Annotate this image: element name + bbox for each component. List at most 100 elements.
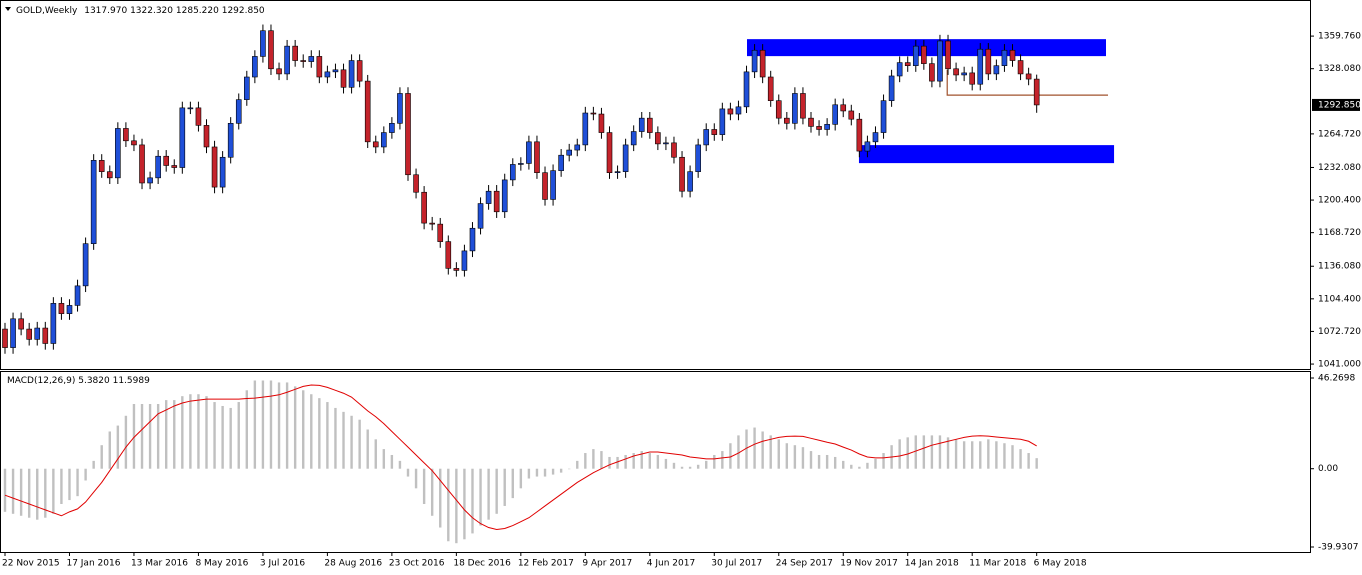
- macd-bar: [793, 445, 797, 469]
- candle-body: [332, 69, 339, 73]
- y-tick-label: 1104.400: [1318, 294, 1361, 304]
- candle-body: [566, 149, 573, 156]
- candle-body: [413, 174, 419, 193]
- candle-body: [727, 108, 734, 115]
- symbol: GOLD,Weekly: [16, 6, 78, 16]
- x-tick-label: 22 Nov 2015: [2, 559, 60, 569]
- candle-body: [542, 172, 548, 200]
- macd-bar: [906, 437, 909, 469]
- candle-body: [227, 123, 234, 158]
- macd-bar: [261, 380, 265, 469]
- candle-body: [26, 328, 32, 340]
- x-tick-label: 30 Jul 2017: [711, 559, 762, 569]
- macd-bar: [842, 460, 845, 469]
- signal-line: [4, 384, 1037, 530]
- candle-body: [945, 40, 951, 70]
- y-tick-label: 1264.720: [1318, 129, 1361, 139]
- macd-bar: [237, 402, 240, 469]
- macd-bar: [108, 431, 111, 469]
- candle-body: [679, 156, 685, 192]
- macd-bar: [705, 460, 708, 469]
- candle-body: [638, 117, 645, 132]
- macd-bar: [455, 468, 458, 544]
- candle-body: [179, 107, 186, 168]
- macd-bar: [1027, 453, 1030, 469]
- macd-bar: [696, 464, 700, 469]
- macd-name: MACD(12,26,9): [7, 376, 75, 386]
- candle-body: [735, 106, 742, 115]
- y-tick-label: 1041.000: [1318, 360, 1361, 370]
- macd-bar: [68, 468, 71, 501]
- candle-body: [574, 144, 581, 151]
- candle-body: [590, 112, 597, 115]
- macd-bar: [439, 468, 442, 528]
- macd-bar: [382, 449, 386, 469]
- last-price-tag: [1312, 98, 1360, 111]
- y-tick-label: 1232.080: [1318, 163, 1361, 173]
- candle-body: [372, 141, 379, 148]
- candle-body: [260, 30, 266, 57]
- candle-body: [356, 60, 363, 82]
- candle-body: [703, 129, 710, 146]
- candle-body: [985, 48, 992, 75]
- macd-bar: [124, 415, 128, 469]
- open-label: 1317.970: [84, 6, 127, 16]
- candle-body: [147, 177, 153, 184]
- macd-bar: [648, 453, 651, 469]
- candle-body: [187, 107, 194, 110]
- candle-body: [82, 243, 89, 287]
- candle-body: [558, 154, 564, 171]
- macd-bar: [342, 411, 345, 469]
- macd-bar: [173, 400, 176, 469]
- macd-bar: [447, 468, 450, 542]
- x-tick-label: 24 Sep 2017: [776, 559, 833, 569]
- candle-body: [252, 56, 258, 78]
- macd-bar: [221, 405, 224, 469]
- candle-body: [937, 40, 943, 82]
- candle-body: [171, 165, 178, 168]
- y-tick-label: 1359.760: [1318, 32, 1361, 42]
- candle-body: [526, 141, 532, 164]
- macd-bar: [817, 454, 821, 469]
- candle-body: [808, 117, 814, 127]
- menu-arrow[interactable]: [5, 7, 11, 11]
- high-label: 1322.320: [130, 6, 173, 16]
- macd-bar: [374, 439, 377, 469]
- candle-body: [719, 108, 726, 135]
- macd-bar: [745, 429, 748, 469]
- candle-body: [711, 129, 718, 135]
- macd-value: 5.3820: [78, 376, 110, 386]
- candle-body: [784, 117, 790, 124]
- candle-body: [655, 132, 661, 145]
- x-tick-label: 3 Jul 2016: [260, 559, 305, 569]
- macd-bar: [898, 439, 901, 469]
- macd-bar: [680, 466, 684, 469]
- macd-bar: [27, 468, 31, 518]
- candle-body: [848, 110, 855, 120]
- macd-bar: [148, 404, 152, 469]
- macd-bar: [535, 468, 539, 477]
- chart-title: GOLD,Weekly 1317.970 1322.320 1285.220 1…: [16, 6, 265, 16]
- macd-bar: [737, 435, 740, 469]
- candle-body: [18, 318, 24, 330]
- macd-bar: [527, 468, 531, 479]
- low-label: 1285.220: [176, 6, 219, 16]
- macd-bar: [100, 445, 103, 469]
- trend-line: [946, 69, 1109, 96]
- candle-body: [477, 203, 484, 229]
- macd-bar: [19, 468, 23, 516]
- macd-bar: [213, 402, 216, 469]
- candle-body: [888, 75, 895, 101]
- macd-bar: [769, 435, 772, 469]
- candle-body: [646, 117, 653, 133]
- x-tick-label: 13 Mar 2016: [131, 559, 188, 569]
- candle-body: [518, 163, 524, 165]
- candle-body: [800, 93, 806, 119]
- macd-bar: [116, 425, 120, 469]
- macd-bar: [777, 439, 780, 469]
- macd-bar: [576, 460, 579, 469]
- candle-body: [904, 62, 911, 66]
- candle-body: [364, 80, 371, 143]
- macd-bar: [761, 431, 764, 469]
- candle-body: [856, 118, 863, 152]
